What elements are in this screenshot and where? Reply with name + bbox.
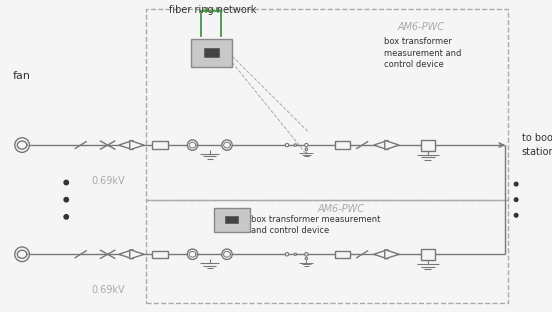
Text: 0.69kV: 0.69kV <box>91 176 125 186</box>
Circle shape <box>64 215 68 219</box>
Bar <box>191 39 232 67</box>
Polygon shape <box>385 140 399 150</box>
Bar <box>335 141 350 149</box>
Polygon shape <box>119 250 133 259</box>
Text: AM6-PWC: AM6-PWC <box>397 22 444 32</box>
Bar <box>146 9 508 200</box>
Circle shape <box>187 140 198 150</box>
Circle shape <box>187 249 198 260</box>
Bar <box>214 208 250 232</box>
Circle shape <box>285 253 289 256</box>
Circle shape <box>305 144 308 147</box>
Bar <box>225 216 238 223</box>
Circle shape <box>64 197 68 202</box>
Circle shape <box>305 257 307 260</box>
Polygon shape <box>385 250 399 259</box>
Circle shape <box>305 148 307 150</box>
Bar <box>421 249 435 260</box>
Polygon shape <box>374 140 388 150</box>
Circle shape <box>64 180 68 185</box>
Circle shape <box>222 249 232 260</box>
Circle shape <box>305 253 308 256</box>
Bar <box>421 140 435 151</box>
Bar <box>146 200 508 303</box>
Bar <box>152 251 168 258</box>
Circle shape <box>222 140 232 150</box>
Polygon shape <box>130 250 144 259</box>
Circle shape <box>514 213 518 217</box>
Text: to booster
station: to booster station <box>522 134 552 157</box>
Circle shape <box>514 182 518 186</box>
Polygon shape <box>130 140 144 150</box>
Text: box transformer measurement
and control device: box transformer measurement and control … <box>251 215 380 235</box>
Text: 0.69kV: 0.69kV <box>91 285 125 295</box>
Text: box transformer
measurement and
control device: box transformer measurement and control … <box>384 37 461 69</box>
Polygon shape <box>119 140 133 150</box>
Circle shape <box>15 247 29 261</box>
Circle shape <box>294 253 296 256</box>
Circle shape <box>15 138 29 152</box>
Circle shape <box>514 198 518 202</box>
Polygon shape <box>374 250 388 259</box>
Circle shape <box>294 144 296 146</box>
Bar <box>152 141 168 149</box>
Bar <box>335 251 350 258</box>
Text: fiber ring network: fiber ring network <box>169 5 256 15</box>
Text: AM6-PWC: AM6-PWC <box>317 204 364 214</box>
Text: fan: fan <box>13 71 31 81</box>
Circle shape <box>285 144 289 147</box>
Bar <box>204 48 219 57</box>
